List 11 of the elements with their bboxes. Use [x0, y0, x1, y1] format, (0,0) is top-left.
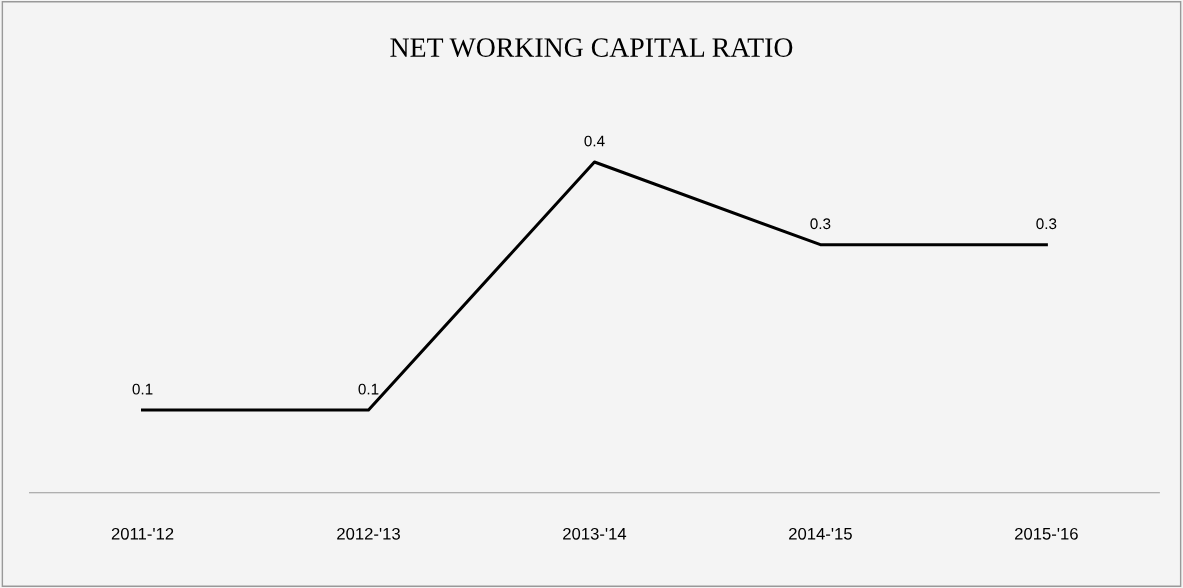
x-tick-label: 2012-'13: [337, 527, 400, 540]
data-label: 0.3: [1036, 218, 1057, 230]
data-label: 0.3: [810, 218, 831, 230]
x-tick-label: 2015-'16: [1015, 527, 1078, 540]
data-label: 0.1: [132, 383, 153, 395]
data-label: 0.1: [358, 383, 379, 395]
data-label: 0.4: [584, 135, 605, 147]
chart-title: NET WORKING CAPITAL RATIO: [390, 38, 793, 58]
x-tick-label: 2011-'12: [111, 527, 174, 540]
x-tick-label: 2013-'14: [563, 527, 627, 540]
x-tick-label: 2014-'15: [789, 527, 852, 540]
